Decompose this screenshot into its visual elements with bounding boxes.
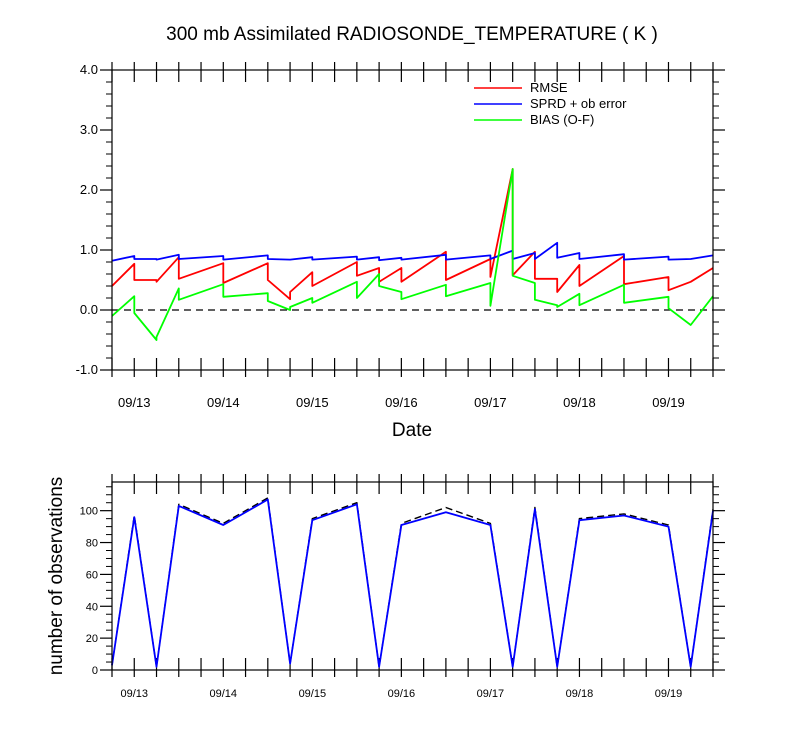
y-tick-label: 1.0: [80, 242, 98, 257]
series-line-used: [111, 498, 714, 668]
x-tick-label: 09/15: [296, 395, 329, 410]
top-x-tick-labels: 09/13 09/14 09/15 09/16 09/17 09/18 09/19: [118, 395, 685, 410]
top-tick-marks: [100, 62, 725, 377]
y-tick-label: -1.0: [76, 362, 98, 377]
top-y-tick-labels: -1.0 0.0 1.0 2.0 3.0 4.0: [76, 62, 98, 377]
bottom-x-tick-labels: 09/13 09/14 09/15 09/16 09/17 09/18 09/19: [120, 688, 682, 700]
y-tick-label: 100: [80, 506, 98, 518]
legend-label-bias: BIAS (O-F): [530, 112, 594, 127]
legend: RMSE SPRD + ob error BIAS (O-F): [474, 80, 627, 127]
x-tick-label: 09/15: [299, 688, 327, 700]
x-tick-label: 09/19: [652, 395, 685, 410]
x-tick-label: 09/18: [566, 688, 594, 700]
legend-label-sprd: SPRD + ob error: [530, 96, 627, 111]
y-tick-label: 0: [92, 665, 98, 677]
y-tick-label: 20: [86, 633, 98, 645]
top-plot-frame: [111, 69, 714, 371]
top-series-group: [111, 168, 714, 341]
x-tick-label: 09/17: [474, 395, 507, 410]
y-axis-label: number of observations: [46, 477, 67, 676]
y-tick-label: 3.0: [80, 122, 98, 137]
top-chart: 300 mb Assimilated RADIOSONDE_TEMPERATUR…: [76, 24, 725, 441]
bottom-tick-marks: [100, 474, 725, 677]
y-tick-label: 60: [86, 569, 98, 581]
x-axis-label: Date: [392, 420, 432, 441]
x-tick-label: 09/16: [385, 395, 418, 410]
series-line-rmse: [111, 168, 714, 301]
x-tick-label: 09/18: [563, 395, 596, 410]
bottom-plot-frame: [111, 481, 714, 671]
x-tick-label: 09/14: [210, 688, 238, 700]
series-line-possible: [111, 497, 714, 668]
x-tick-label: 09/17: [477, 688, 505, 700]
legend-label-rmse: RMSE: [530, 80, 568, 95]
x-tick-label: 09/13: [120, 688, 148, 700]
bottom-series-group: [111, 497, 714, 668]
x-tick-label: 09/14: [207, 395, 240, 410]
x-tick-label: 09/16: [388, 688, 416, 700]
y-tick-label: 0.0: [80, 302, 98, 317]
series-line-bias-o-f: [111, 168, 714, 341]
y-tick-label: 4.0: [80, 62, 98, 77]
chart-title: 300 mb Assimilated RADIOSONDE_TEMPERATUR…: [166, 24, 658, 45]
series-line-sprd-ob-error: [111, 241, 714, 262]
x-tick-label: 09/19: [655, 688, 683, 700]
bottom-y-tick-labels: 0 20 40 60 80 100: [80, 506, 98, 677]
y-tick-label: 40: [86, 601, 98, 613]
x-tick-label: 09/13: [118, 395, 151, 410]
y-tick-label: 80: [86, 538, 98, 550]
y-tick-label: 2.0: [80, 182, 98, 197]
